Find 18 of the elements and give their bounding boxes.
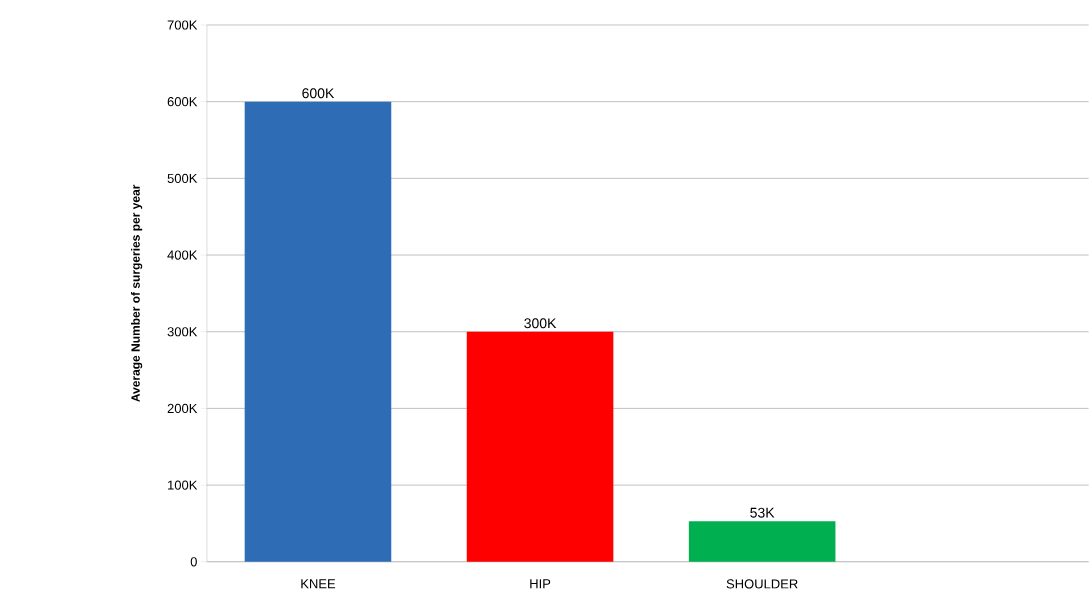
y-tick-label: 600K: [167, 97, 198, 107]
y-tick-label: 700K: [167, 20, 198, 30]
y-tick-label: 400K: [167, 250, 198, 260]
bar: [244, 101, 392, 562]
x-tick-label: SHOULDER: [726, 579, 798, 589]
x-tick-label: HIP: [530, 579, 551, 589]
data-label: 300K: [524, 318, 557, 329]
data-label: 600K: [302, 88, 335, 99]
y-tick-label: 200K: [167, 403, 198, 414]
y-axis-title: Average Number of surgeries per year: [130, 184, 143, 402]
y-tick-label: 500K: [167, 173, 198, 184]
y-tick-label: 300K: [167, 327, 198, 337]
y-tick-label: 100K: [168, 480, 198, 490]
x-tick-label: KNEE: [301, 579, 336, 589]
bar: [466, 331, 614, 562]
bar: [688, 521, 836, 562]
y-tick-label: 0: [190, 557, 197, 567]
data-label: 53K: [750, 507, 775, 518]
